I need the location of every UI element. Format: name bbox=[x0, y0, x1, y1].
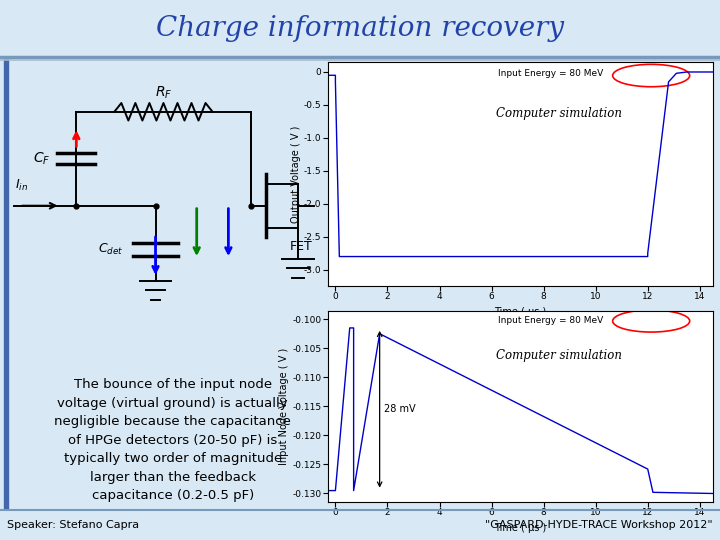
X-axis label: Time ( μs ): Time ( μs ) bbox=[494, 307, 546, 317]
Bar bbox=[4, 57, 8, 510]
Text: FET: FET bbox=[290, 240, 312, 253]
Text: Computer simulation: Computer simulation bbox=[496, 349, 622, 362]
Text: Speaker: Stefano Capra: Speaker: Stefano Capra bbox=[7, 520, 140, 530]
Y-axis label: Output Voltage ( V ): Output Voltage ( V ) bbox=[291, 125, 301, 223]
Text: "GASPARD-HYDE-TRACE Workshop 2012": "GASPARD-HYDE-TRACE Workshop 2012" bbox=[485, 520, 713, 530]
Text: 28 mV: 28 mV bbox=[384, 404, 415, 414]
Text: $C_F$: $C_F$ bbox=[33, 151, 50, 167]
Text: $R_F$: $R_F$ bbox=[155, 85, 172, 101]
Text: Computer simulation: Computer simulation bbox=[496, 107, 622, 120]
Text: The bounce of the input node
voltage (virtual ground) is actually
negligible bec: The bounce of the input node voltage (vi… bbox=[55, 378, 291, 502]
Y-axis label: Input Node Voltage ( V ): Input Node Voltage ( V ) bbox=[279, 348, 289, 465]
Text: Charge information recovery: Charge information recovery bbox=[156, 15, 564, 42]
Text: Input Energy = 80 MeV: Input Energy = 80 MeV bbox=[498, 316, 603, 325]
X-axis label: Time ( μs ): Time ( μs ) bbox=[494, 523, 546, 533]
Text: Input Energy = 80 MeV: Input Energy = 80 MeV bbox=[498, 69, 603, 78]
Text: $I_{in}$: $I_{in}$ bbox=[14, 178, 27, 193]
Text: $C_{det}$: $C_{det}$ bbox=[99, 242, 124, 257]
